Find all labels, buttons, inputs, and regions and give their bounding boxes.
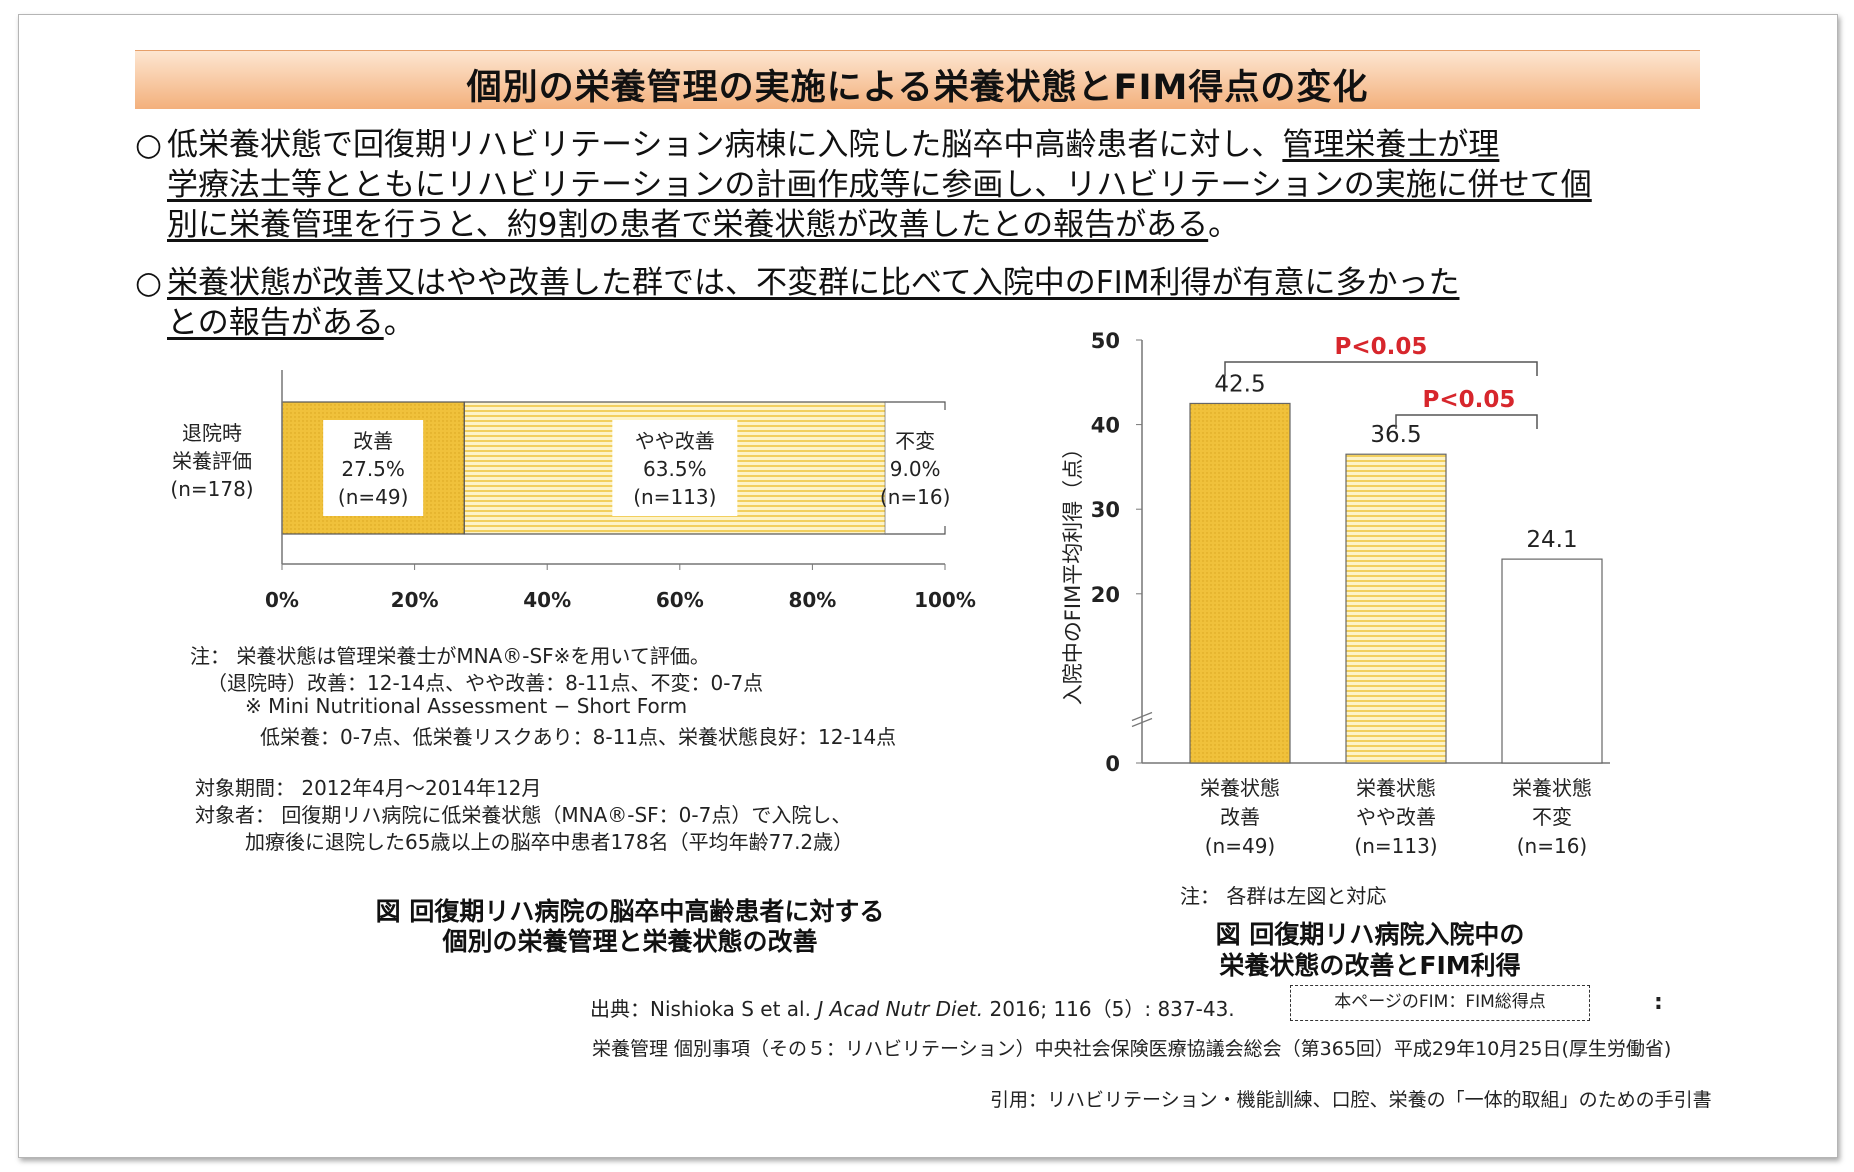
note-left-1: （退院時）改善：12-14点、やや改善：8-11点、不変：0-7点	[207, 671, 764, 695]
source-journal: J Acad Nutr Diet.	[817, 997, 984, 1021]
sig-bracket-2	[1395, 414, 1538, 429]
left-x-tick-3: 60%	[656, 588, 704, 612]
fim-box: 本ページのFIM：FIM総得点	[1290, 985, 1590, 1021]
left-row-label-2: (n=178)	[170, 477, 253, 501]
right-y-tick-3: 40	[1091, 414, 1120, 438]
right-bar-0	[1189, 402, 1291, 764]
caption-right-1: 図 回復期リハ病院入院中の	[1215, 920, 1525, 949]
sig-bracket-1	[1224, 361, 1538, 376]
left-label-box-0	[323, 420, 424, 516]
left-segment-label-2-0: 不変	[895, 429, 935, 453]
left-segment-label-1-0: やや改善	[635, 429, 715, 453]
right-category-1-2: (n=113)	[1354, 834, 1437, 858]
bullet-1-line-3-end: 。	[1208, 207, 1240, 243]
mark-colon: :	[1654, 990, 1663, 1015]
right-y-tick-4: 50	[1091, 329, 1120, 353]
source-prefix: 出典：Nishioka S et al.	[590, 997, 818, 1021]
right-bar-1	[1345, 453, 1447, 764]
right-y-tick-0: 0	[1105, 752, 1120, 776]
left-segment-label-0-2: (n=49)	[338, 485, 409, 509]
caption-left-1: 図 回復期リハ病院の脳卒中高齢患者に対する	[375, 897, 885, 926]
sig-label-1: P<0.05	[1335, 334, 1428, 360]
right-y-tick-1: 20	[1091, 583, 1120, 607]
left-segment-label-1-1: 63.5%	[643, 457, 707, 481]
note-left-6: 加療後に退院した65歳以上の脳卒中患者178名（平均年齢77.2歳）	[245, 830, 854, 854]
bullet-1-line-2: 学療法士等とともにリハビリテーションの計画作成等に参画し、リハビリテーションの実…	[167, 167, 1592, 203]
sig-label-2: P<0.05	[1423, 387, 1516, 413]
left-segment-label-1-2: (n=113)	[633, 485, 716, 509]
bullet-1: ○ 低栄養状態で回復期リハビリテーション病棟に入院した脳卒中高齢患者に対し、管理…	[135, 125, 1705, 250]
left-x-tick-0: 0%	[265, 588, 299, 612]
right-category-1-0: 栄養状態	[1356, 776, 1436, 800]
note-left-0: 注： 栄養状態は管理栄養士がMNA®-SF※を用いて評価。	[190, 644, 710, 668]
caption-right-2: 栄養状態の改善とFIM利得	[1219, 951, 1521, 980]
bullet-mark: ○	[135, 265, 163, 301]
bullet-2-line-1: 栄養状態が改善又はやや改善した群では、不変群に比べて入院中のFIM利得が有意に多…	[167, 265, 1460, 301]
axis-break-2	[1131, 717, 1153, 728]
left-segment-label-0-1: 27.5%	[341, 457, 405, 481]
page-title: 個別の栄養管理の実施による栄養状態とFIM得点の変化	[466, 68, 1369, 108]
right-bar-2	[1501, 558, 1603, 764]
left-bar-segment-2	[885, 402, 945, 534]
title-bar: 個別の栄養管理の実施による栄養状態とFIM得点の変化	[135, 50, 1700, 109]
bullet-1-line-1-underlined: 管理栄養士が理	[1282, 127, 1500, 163]
right-category-2-2: (n=16)	[1517, 834, 1588, 858]
bullet-2-line-2: との報告がある	[167, 305, 384, 341]
note-left-2: ※ Mini Nutritional Assessment − Short Fo…	[245, 694, 688, 718]
left-row-label-0: 退院時	[182, 421, 242, 445]
right-category-0-2: (n=49)	[1205, 834, 1276, 858]
left-x-tick-1: 20%	[391, 588, 439, 612]
source-suffix: 2016; 116（5）: 837-43.	[983, 997, 1235, 1021]
bullet-2: ○ 栄養状態が改善又はやや改善した群では、不変群に比べて入院中のFIM利得が有意…	[135, 263, 1705, 348]
bullet-1-line-3: 別に栄養管理を行うと、約9割の患者で栄養状態が改善したとの報告がある	[167, 207, 1209, 243]
left-x-tick-2: 40%	[523, 588, 571, 612]
axis-break-1	[1131, 711, 1153, 722]
left-x-tick-5: 100%	[914, 588, 976, 612]
note-right: 注： 各群は左図と対応	[1180, 884, 1387, 908]
right-category-1-1: やや改善	[1356, 805, 1436, 829]
right-y-tick-2: 30	[1091, 498, 1120, 522]
right-category-2-1: 不変	[1532, 805, 1572, 829]
left-segment-label-0-0: 改善	[353, 429, 393, 453]
left-label-box-1	[612, 420, 738, 516]
left-outline-top	[885, 401, 946, 410]
left-segment-label-2-2: (n=16)	[880, 485, 951, 509]
bullet-mark: ○	[135, 127, 163, 163]
note-left-4: 対象期間： 2012年4月～2014年12月	[195, 776, 542, 800]
right-bar-value-0: 42.5	[1214, 371, 1265, 397]
note-left-5: 対象者： 回復期リハ病院に低栄養状態（MNA®-SF：0-7点）で入院し、	[195, 803, 852, 827]
left-outline-bottom	[885, 526, 946, 535]
right-category-0-1: 改善	[1220, 805, 1260, 829]
caption-left-2: 個別の栄養管理と栄養状態の改善	[442, 927, 818, 956]
note-left-3: 低栄養：0-7点、低栄養リスクあり：8-11点、栄養状態良好：12-14点	[260, 725, 897, 749]
right-category-0-0: 栄養状態	[1200, 776, 1280, 800]
right-bar-value-2: 24.1	[1526, 527, 1577, 553]
left-segment-label-2-1: 9.0%	[890, 457, 941, 481]
left-row-label-1: 栄養評価	[172, 449, 252, 473]
right-y-axis-label: 入院中のFIM平均利得（点）	[1061, 438, 1085, 705]
source-citation: 出典：Nishioka S et al. J Acad Nutr Diet. 2…	[590, 993, 1235, 1022]
bullet-1-line-1: 低栄養状態で回復期リハビリテーション病棟に入院した脳卒中高齢患者に対し、	[167, 127, 1283, 163]
footer-source: 栄養管理 個別事項（その５：リハビリテーション）中央社会保険医療協議会総会（第3…	[592, 1038, 1672, 1060]
bullet-2-line-2-end: 。	[383, 305, 415, 341]
left-x-tick-4: 80%	[788, 588, 836, 612]
right-category-2-0: 栄養状態	[1512, 776, 1592, 800]
footer-citation: 引用：リハビリテーション・機能訓練、口腔、栄養の「一体的取組」のための手引書	[990, 1089, 1712, 1111]
